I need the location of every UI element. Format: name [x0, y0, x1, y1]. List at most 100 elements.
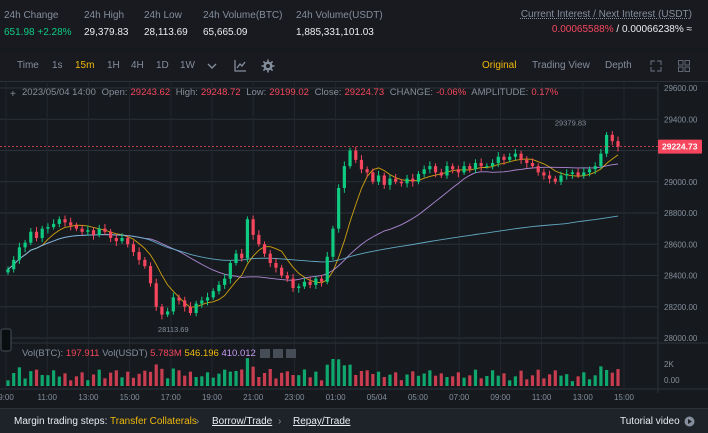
settings-icon[interactable]	[273, 348, 284, 358]
candle-body	[274, 263, 278, 268]
volume-bar	[171, 368, 175, 386]
volume-bar	[91, 374, 96, 386]
price-chart[interactable]: 29600.0029400.0029200.0029000.0028800.00…	[0, 83, 708, 408]
candle-body	[411, 178, 415, 182]
candle-body	[479, 163, 483, 167]
volume-bar	[616, 369, 620, 386]
time-tick-label: 11:00	[532, 393, 552, 402]
candle-body	[251, 219, 255, 235]
candle-body	[508, 156, 512, 160]
volume-bar	[479, 378, 483, 386]
interval-1w[interactable]: 1W	[180, 60, 195, 71]
step-transfer-collaterals[interactable]: Transfer Collaterals	[110, 416, 197, 427]
candle-body	[40, 228, 44, 238]
candle-body	[17, 247, 22, 260]
stat-label: 24h Low	[144, 10, 182, 21]
candle-body	[525, 159, 529, 163]
time-tick-label: 17:00	[161, 393, 182, 402]
interval-1d[interactable]: 1D	[156, 60, 169, 71]
stat-label: 24h High	[84, 10, 125, 21]
low-marker-label: 28113.69	[158, 325, 189, 334]
step-repay-trade[interactable]: Repay/Trade	[293, 416, 351, 427]
volume-bar	[496, 375, 500, 386]
current-price-tag	[658, 139, 702, 154]
candle-body	[599, 153, 603, 167]
view-depth[interactable]: Depth	[605, 60, 632, 71]
volume-bar	[40, 375, 44, 386]
volume-bar	[240, 369, 244, 386]
layout-grid-icon[interactable]	[677, 59, 691, 73]
volume-bar	[17, 367, 22, 386]
price-tick-label: 28000.00	[664, 334, 698, 343]
time-label[interactable]: Time	[17, 60, 39, 71]
candle-body	[245, 219, 250, 259]
volume-bar	[382, 377, 386, 386]
interval-4h[interactable]: 4H	[131, 60, 144, 71]
time-tick-label: 05/04	[367, 393, 388, 402]
volume-bar	[6, 380, 10, 386]
volume-bar	[508, 380, 512, 386]
fullscreen-icon[interactable]	[649, 59, 663, 73]
volume-bar	[582, 372, 586, 386]
candle-body	[473, 163, 478, 170]
volume-bar	[376, 371, 381, 386]
close-icon[interactable]	[285, 348, 296, 358]
volume-bar	[217, 373, 221, 386]
volume-bar	[604, 370, 609, 386]
candle-body	[314, 278, 318, 285]
volume-bar	[114, 370, 118, 386]
volume-bar	[348, 364, 352, 386]
volume-bar	[439, 373, 443, 386]
price-tick-label: 29000.00	[664, 178, 698, 187]
volume-bar	[319, 380, 324, 386]
candle-body	[217, 284, 221, 292]
volume-bar	[576, 376, 580, 386]
view-trading-view[interactable]: Trading View	[532, 60, 590, 71]
view-original[interactable]: Original	[482, 60, 517, 71]
volume-bar	[166, 378, 170, 386]
step-borrow-trade[interactable]: Borrow/Trade	[212, 416, 273, 427]
interval-1s[interactable]: 1s	[52, 60, 63, 71]
candle-body	[565, 173, 569, 176]
candle-body	[576, 172, 580, 176]
settings-gear-icon[interactable]	[261, 59, 275, 73]
interval-1h[interactable]: 1H	[107, 60, 120, 71]
volume-bar	[490, 370, 495, 386]
play-icon[interactable]	[684, 416, 695, 427]
chevron-down-icon[interactable]	[205, 59, 219, 73]
indicator-icon[interactable]	[233, 59, 247, 73]
stat-value: 651.98 +2.28%	[4, 27, 72, 38]
approx-icon[interactable]: ≈	[686, 24, 693, 35]
stat-24h-volume-btc: 24h Volume(BTC) 65,665.09	[203, 9, 282, 39]
candle-body	[433, 166, 438, 173]
eye-icon[interactable]	[260, 348, 271, 358]
stat-value: 1,885,331,101.03	[296, 27, 374, 38]
volume-bar	[251, 366, 255, 386]
interval-15m[interactable]: 15m	[75, 60, 95, 71]
volume-bar	[143, 370, 147, 386]
interest-rate[interactable]: Current Interest / Next Interest (USDT) …	[521, 9, 692, 35]
stat-value: 28,113.69	[144, 27, 188, 38]
interest-label[interactable]: Current Interest / Next Interest (USDT)	[520, 9, 692, 20]
candle-body	[234, 253, 238, 263]
volume-bar	[63, 373, 67, 386]
volume-bar	[245, 358, 250, 386]
volume-bar	[302, 369, 307, 386]
volume-bar	[223, 369, 227, 386]
volume-bar	[428, 370, 432, 386]
add-icon: +	[10, 89, 16, 100]
time-tick-label: 13:00	[573, 393, 594, 402]
candle-body	[183, 300, 187, 307]
volume-bar	[599, 366, 603, 386]
volume-bar	[342, 365, 346, 386]
vol-usdt-label: Vol(USDT)	[102, 348, 148, 359]
volume-bar	[148, 371, 153, 386]
candle-body	[80, 228, 84, 232]
candle-body	[456, 169, 460, 173]
volume-bar	[52, 370, 56, 386]
price-tick-label: 29400.00	[664, 115, 698, 124]
price-tick-label: 28800.00	[664, 209, 698, 218]
candlestick-chart[interactable]: 29600.0029400.0029200.0029000.0028800.00…	[0, 83, 708, 408]
tutorial-video-link[interactable]: Tutorial video	[620, 416, 680, 427]
candle-body	[46, 227, 50, 229]
